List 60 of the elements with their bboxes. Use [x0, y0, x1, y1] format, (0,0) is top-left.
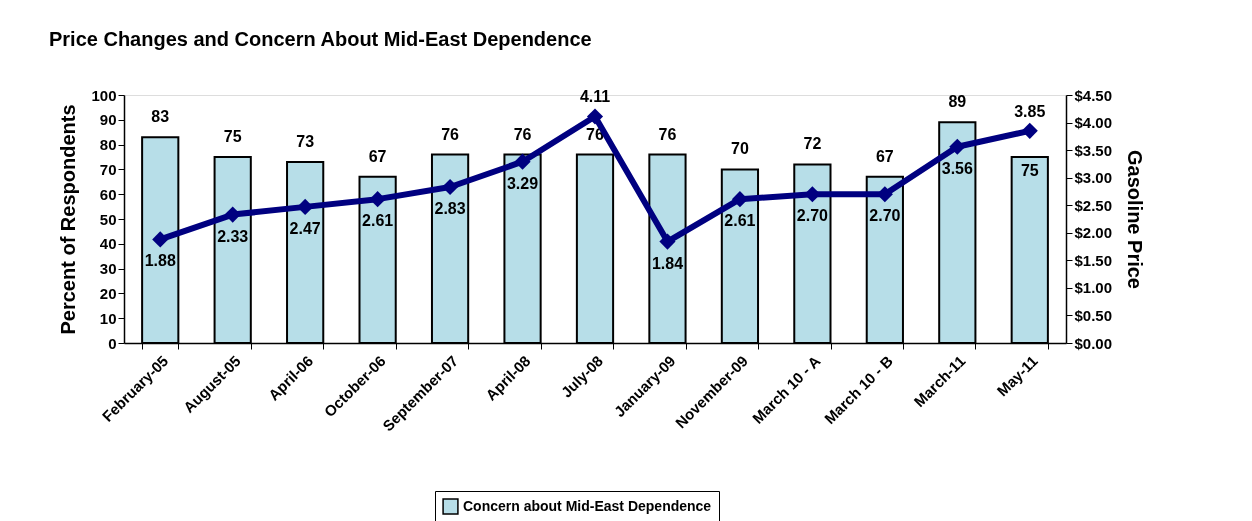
y-tick-label: 50 — [99, 210, 117, 228]
y2-tick-label: $3.00 — [1074, 169, 1113, 187]
y-tick-label: 70 — [99, 160, 117, 178]
y-tick-label: 60 — [99, 185, 117, 203]
data-label: 72 — [803, 135, 822, 153]
data-label: 2.33 — [217, 227, 249, 245]
data-label: 1.84 — [651, 254, 684, 272]
y-tick-label: 100 — [91, 86, 117, 104]
point — [514, 153, 531, 170]
point — [659, 233, 676, 250]
y2-tick-label: $2.50 — [1074, 196, 1113, 214]
data-label: 75 — [1020, 162, 1039, 179]
y2-axis-title: Gasoline Price — [1124, 150, 1147, 289]
data-label: 3.85 — [1014, 102, 1046, 120]
data-label: 2.83 — [434, 200, 466, 218]
point — [224, 206, 241, 223]
data-label: 75 — [223, 128, 242, 145]
y-tick-label: 10 — [99, 309, 117, 327]
data-label: 2.70 — [869, 207, 901, 225]
data-label: 3.56 — [941, 159, 973, 177]
y2-tick-label: $4.00 — [1074, 114, 1113, 132]
data-label: 2.61 — [724, 212, 756, 230]
y2-tick-label: $2.00 — [1074, 224, 1113, 242]
y-tick-label: 80 — [99, 136, 117, 154]
y2-tick-label: $0.50 — [1074, 306, 1113, 324]
y2-tick-label: $4.50 — [1074, 86, 1113, 104]
y2-tick-label: $1.00 — [1074, 279, 1113, 297]
data-label: 89 — [948, 93, 967, 111]
point — [442, 178, 459, 196]
data-label: 76 — [658, 125, 677, 143]
data-label: 2.47 — [289, 219, 321, 237]
point — [949, 138, 966, 155]
legend-label: Concern about Mid-East Dependence — [463, 497, 712, 514]
y2-tick-label: $3.50 — [1074, 141, 1113, 159]
y2-tick-label: $0.00 — [1074, 334, 1113, 352]
chart-title: Price Changes and Concern About Mid-East Dependence — [48, 28, 592, 50]
point — [369, 191, 386, 208]
data-label: 76 — [441, 125, 460, 143]
data-label: 83 — [151, 108, 170, 126]
data-label: 67 — [368, 147, 387, 165]
point — [731, 191, 748, 208]
data-label: 76 — [513, 125, 532, 143]
data-label: 73 — [296, 132, 315, 150]
point — [586, 108, 604, 125]
y-axis-title: Percent of Respondents — [57, 104, 80, 335]
data-label: 2.70 — [796, 207, 829, 225]
y-tick-label: 20 — [99, 284, 117, 302]
data-label: 3.29 — [506, 174, 539, 192]
data-label: 67 — [875, 147, 894, 165]
y-tick-label: 40 — [99, 235, 117, 253]
y-tick-label: 90 — [99, 111, 117, 129]
y-tick-label: 0 — [108, 334, 117, 352]
y-tick-label: 30 — [99, 260, 117, 278]
data-label: 1.88 — [144, 252, 176, 270]
point — [1021, 122, 1038, 139]
data-label: 4.11 — [579, 88, 611, 106]
point — [152, 231, 169, 248]
data-label: 70 — [731, 140, 749, 158]
data-label: 2.61 — [362, 212, 394, 230]
y2-tick-label: $1.50 — [1074, 251, 1113, 269]
